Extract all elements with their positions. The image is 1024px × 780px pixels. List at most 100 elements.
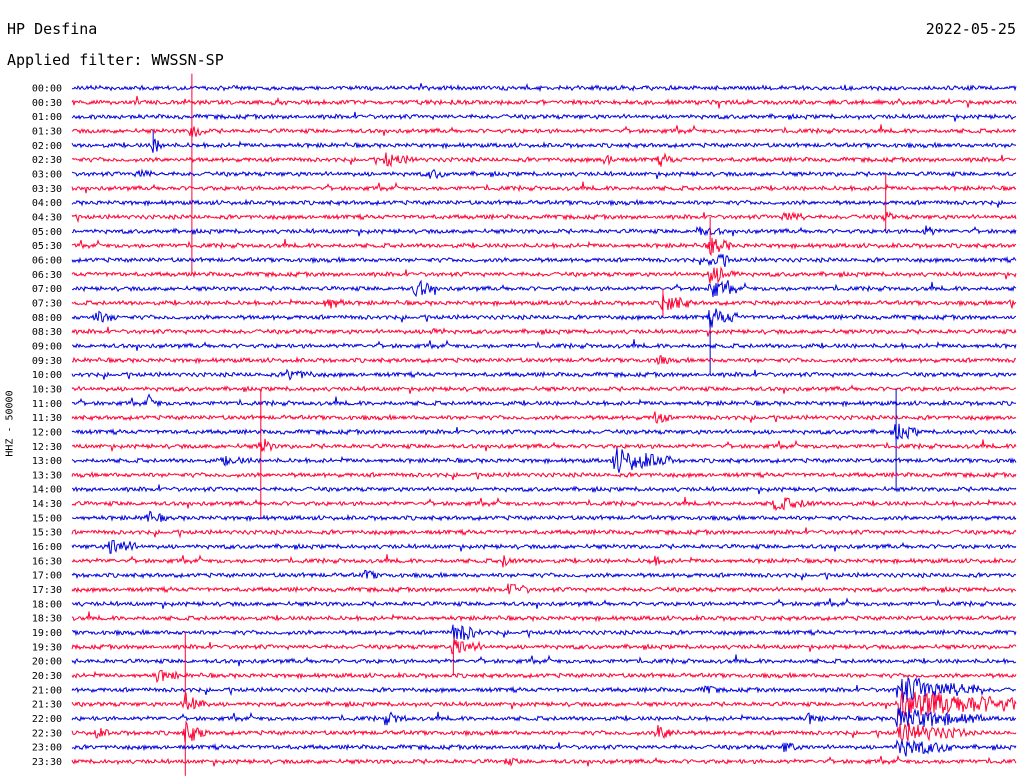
trace-row xyxy=(71,638,1017,655)
trace-row xyxy=(71,111,1017,122)
trace-row xyxy=(71,152,1017,168)
trace-row xyxy=(71,583,1017,595)
row-time-label: 04:30 xyxy=(32,212,62,223)
trace-row xyxy=(71,355,1017,366)
row-time-label: 22:30 xyxy=(32,728,62,739)
row-time-label: 11:30 xyxy=(32,413,62,424)
trace-row xyxy=(71,253,1017,268)
row-time-label: 17:00 xyxy=(32,571,62,582)
row-time-label: 03:00 xyxy=(32,169,62,180)
trace-row xyxy=(71,670,1017,684)
trace-row xyxy=(71,211,1017,224)
trace-row xyxy=(71,707,1017,727)
row-time-label: 11:00 xyxy=(32,399,62,410)
trace-row xyxy=(71,484,1017,495)
row-time-label: 04:00 xyxy=(32,198,62,209)
trace-row xyxy=(71,225,1017,237)
row-time-label: 22:00 xyxy=(32,714,62,725)
trace-row xyxy=(71,198,1017,208)
trace-row xyxy=(71,496,1017,512)
trace-row xyxy=(71,569,1017,581)
trace-row xyxy=(71,326,1017,337)
station-title: HP Desfina xyxy=(7,20,98,38)
trace-row xyxy=(71,266,1017,284)
row-time-label: 13:00 xyxy=(32,456,62,467)
trace-row xyxy=(71,510,1017,523)
trace-row xyxy=(71,611,1017,623)
trace-row xyxy=(71,138,1017,153)
trace-row xyxy=(71,754,1017,767)
row-time-label: 10:30 xyxy=(32,384,62,395)
trace-row xyxy=(71,124,1017,138)
row-time-label: 08:00 xyxy=(32,313,62,324)
row-time-label: 14:30 xyxy=(32,499,62,510)
row-time-label: 16:30 xyxy=(32,556,62,567)
filter-label: Applied filter: WWSSN-SP xyxy=(7,51,224,69)
trace-row xyxy=(71,470,1017,481)
row-time-label: 12:30 xyxy=(32,442,62,453)
row-time-label: 17:30 xyxy=(32,585,62,596)
row-time-label: 20:00 xyxy=(32,657,62,668)
trace-row xyxy=(71,368,1017,381)
row-time-label: 19:30 xyxy=(32,642,62,653)
row-time-label: 23:30 xyxy=(32,757,62,768)
row-time-label: 01:30 xyxy=(32,126,62,137)
row-time-label: 07:00 xyxy=(32,284,62,295)
row-time-label: 15:30 xyxy=(32,528,62,539)
trace-row xyxy=(71,720,1017,743)
trace-row xyxy=(71,393,1016,408)
row-time-label: 08:30 xyxy=(32,327,62,338)
trace-row xyxy=(71,438,1017,453)
row-time-label: 20:30 xyxy=(32,671,62,682)
trace-row xyxy=(71,690,1017,718)
row-time-label: 18:30 xyxy=(32,614,62,625)
row-time-label: 16:00 xyxy=(32,542,62,553)
row-time-label: 19:00 xyxy=(32,628,62,639)
row-time-label: 02:00 xyxy=(32,141,62,152)
trace-row xyxy=(71,294,1017,311)
row-time-label: 02:30 xyxy=(32,155,62,166)
trace-row xyxy=(71,339,1017,351)
row-time-label: 23:00 xyxy=(32,743,62,754)
trace-row xyxy=(71,527,1017,539)
row-time-label: 10:00 xyxy=(32,370,62,381)
row-time-label: 18:00 xyxy=(32,599,62,610)
trace-row xyxy=(71,279,1017,298)
trace-row xyxy=(71,597,1017,609)
row-time-label: 12:00 xyxy=(32,427,62,438)
row-time-label: 06:00 xyxy=(32,255,62,266)
row-time-label: 00:30 xyxy=(32,98,62,109)
row-time-label: 09:30 xyxy=(32,356,62,367)
trace-row xyxy=(71,411,1017,424)
trace-row xyxy=(71,181,1017,194)
trace-row xyxy=(71,423,1017,441)
row-time-label: 09:00 xyxy=(32,341,62,352)
row-time-label: 15:00 xyxy=(32,513,62,524)
row-time-label: 06:30 xyxy=(32,270,62,281)
trace-row xyxy=(71,82,1017,93)
row-time-label: 05:30 xyxy=(32,241,62,252)
row-time-label: 13:30 xyxy=(32,470,62,481)
row-time-label: 21:30 xyxy=(32,700,62,711)
trace-row xyxy=(71,447,1017,473)
trace-row xyxy=(71,654,1017,667)
trace-row xyxy=(71,539,1017,554)
row-time-label: 00:00 xyxy=(32,84,62,95)
row-time-label: 21:00 xyxy=(32,685,62,696)
trace-row xyxy=(71,237,1017,257)
trace-row xyxy=(71,384,1017,394)
row-time-label: 14:00 xyxy=(32,485,62,496)
row-time-label: 05:00 xyxy=(32,227,62,238)
row-time-label: 07:30 xyxy=(32,298,62,309)
trace-row xyxy=(71,168,1017,180)
trace-row xyxy=(71,308,1017,328)
date-label: 2022-05-25 xyxy=(925,20,1016,38)
trace-row xyxy=(71,739,1017,757)
trace-row xyxy=(71,554,1017,568)
trace-row xyxy=(71,676,1017,703)
trace-row xyxy=(72,624,1017,641)
row-time-label: 01:00 xyxy=(32,112,62,123)
trace-row xyxy=(71,95,1017,109)
row-time-label: 03:30 xyxy=(32,184,62,195)
